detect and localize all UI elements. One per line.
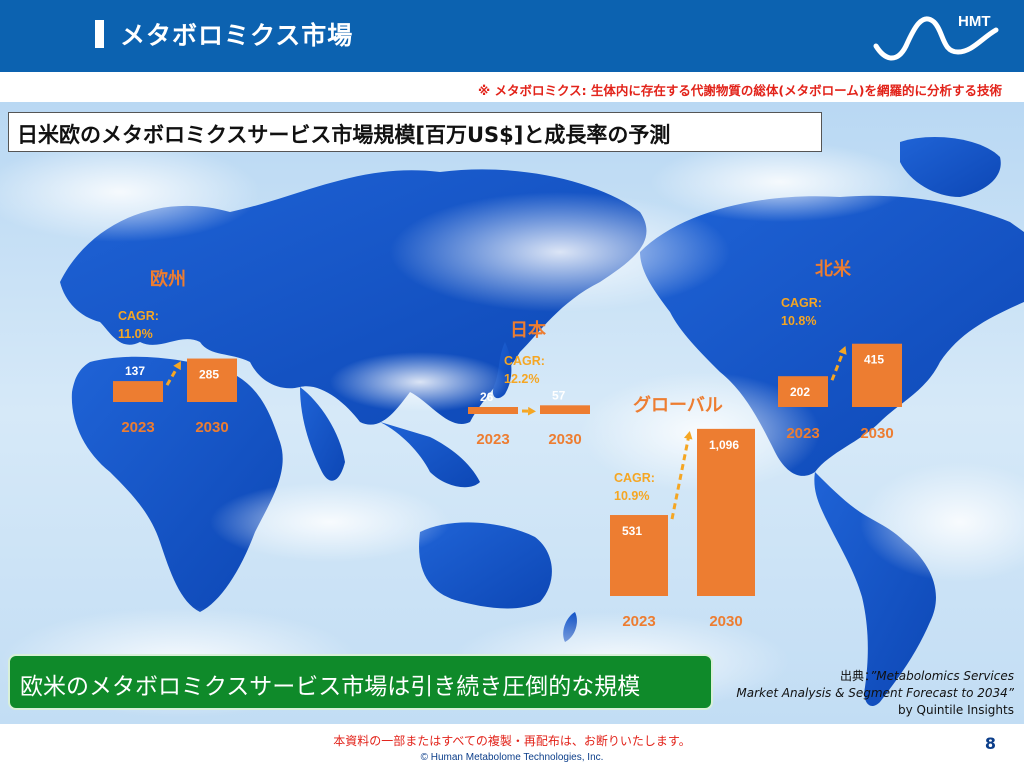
copy-notice: 本資料の一部またはすべての複製・再配布は、お断りいたします。 [333,734,691,748]
page-number: 8 [984,734,996,753]
chart-title-box: 日米欧のメタボロミクスサービス市場規模[百万US$]と成長率の予測 [8,112,822,152]
header-bar: メタボロミクス市場 HMT [0,0,1024,72]
hmt-logo: HMT [873,13,999,61]
world-map [0,102,1024,724]
copyright: © Human Metabolome Technologies, Inc. [420,752,604,763]
definition-note: ※ メタボロミクス: 生体内に存在する代謝物質の総体(メタボローム)を網羅的に分… [477,83,1002,98]
svg-text:HMT: HMT [958,13,991,30]
title-marker [95,20,104,48]
page-title: メタボロミクス市場 [120,21,354,50]
summary-text: 欧米のメタボロミクスサービス市場は引き続き圧倒的な規模 [20,674,641,700]
summary-box: 欧米のメタボロミクスサービス市場は引き続き圧倒的な規模 [8,654,713,710]
source-citation: 出典：”Metabolomics Services Market Analysi… [736,668,1014,719]
chart-title: 日米欧のメタボロミクスサービス市場規模[百万US$]と成長率の予測 [17,123,671,147]
source-prefix: 出典： [840,669,871,683]
source-line2: Market Analysis & Segment Forecast to 20… [736,686,1014,700]
source-line1: ”Metabolomics Services [870,669,1014,683]
source-line3: by Quintile Insights [897,703,1014,717]
